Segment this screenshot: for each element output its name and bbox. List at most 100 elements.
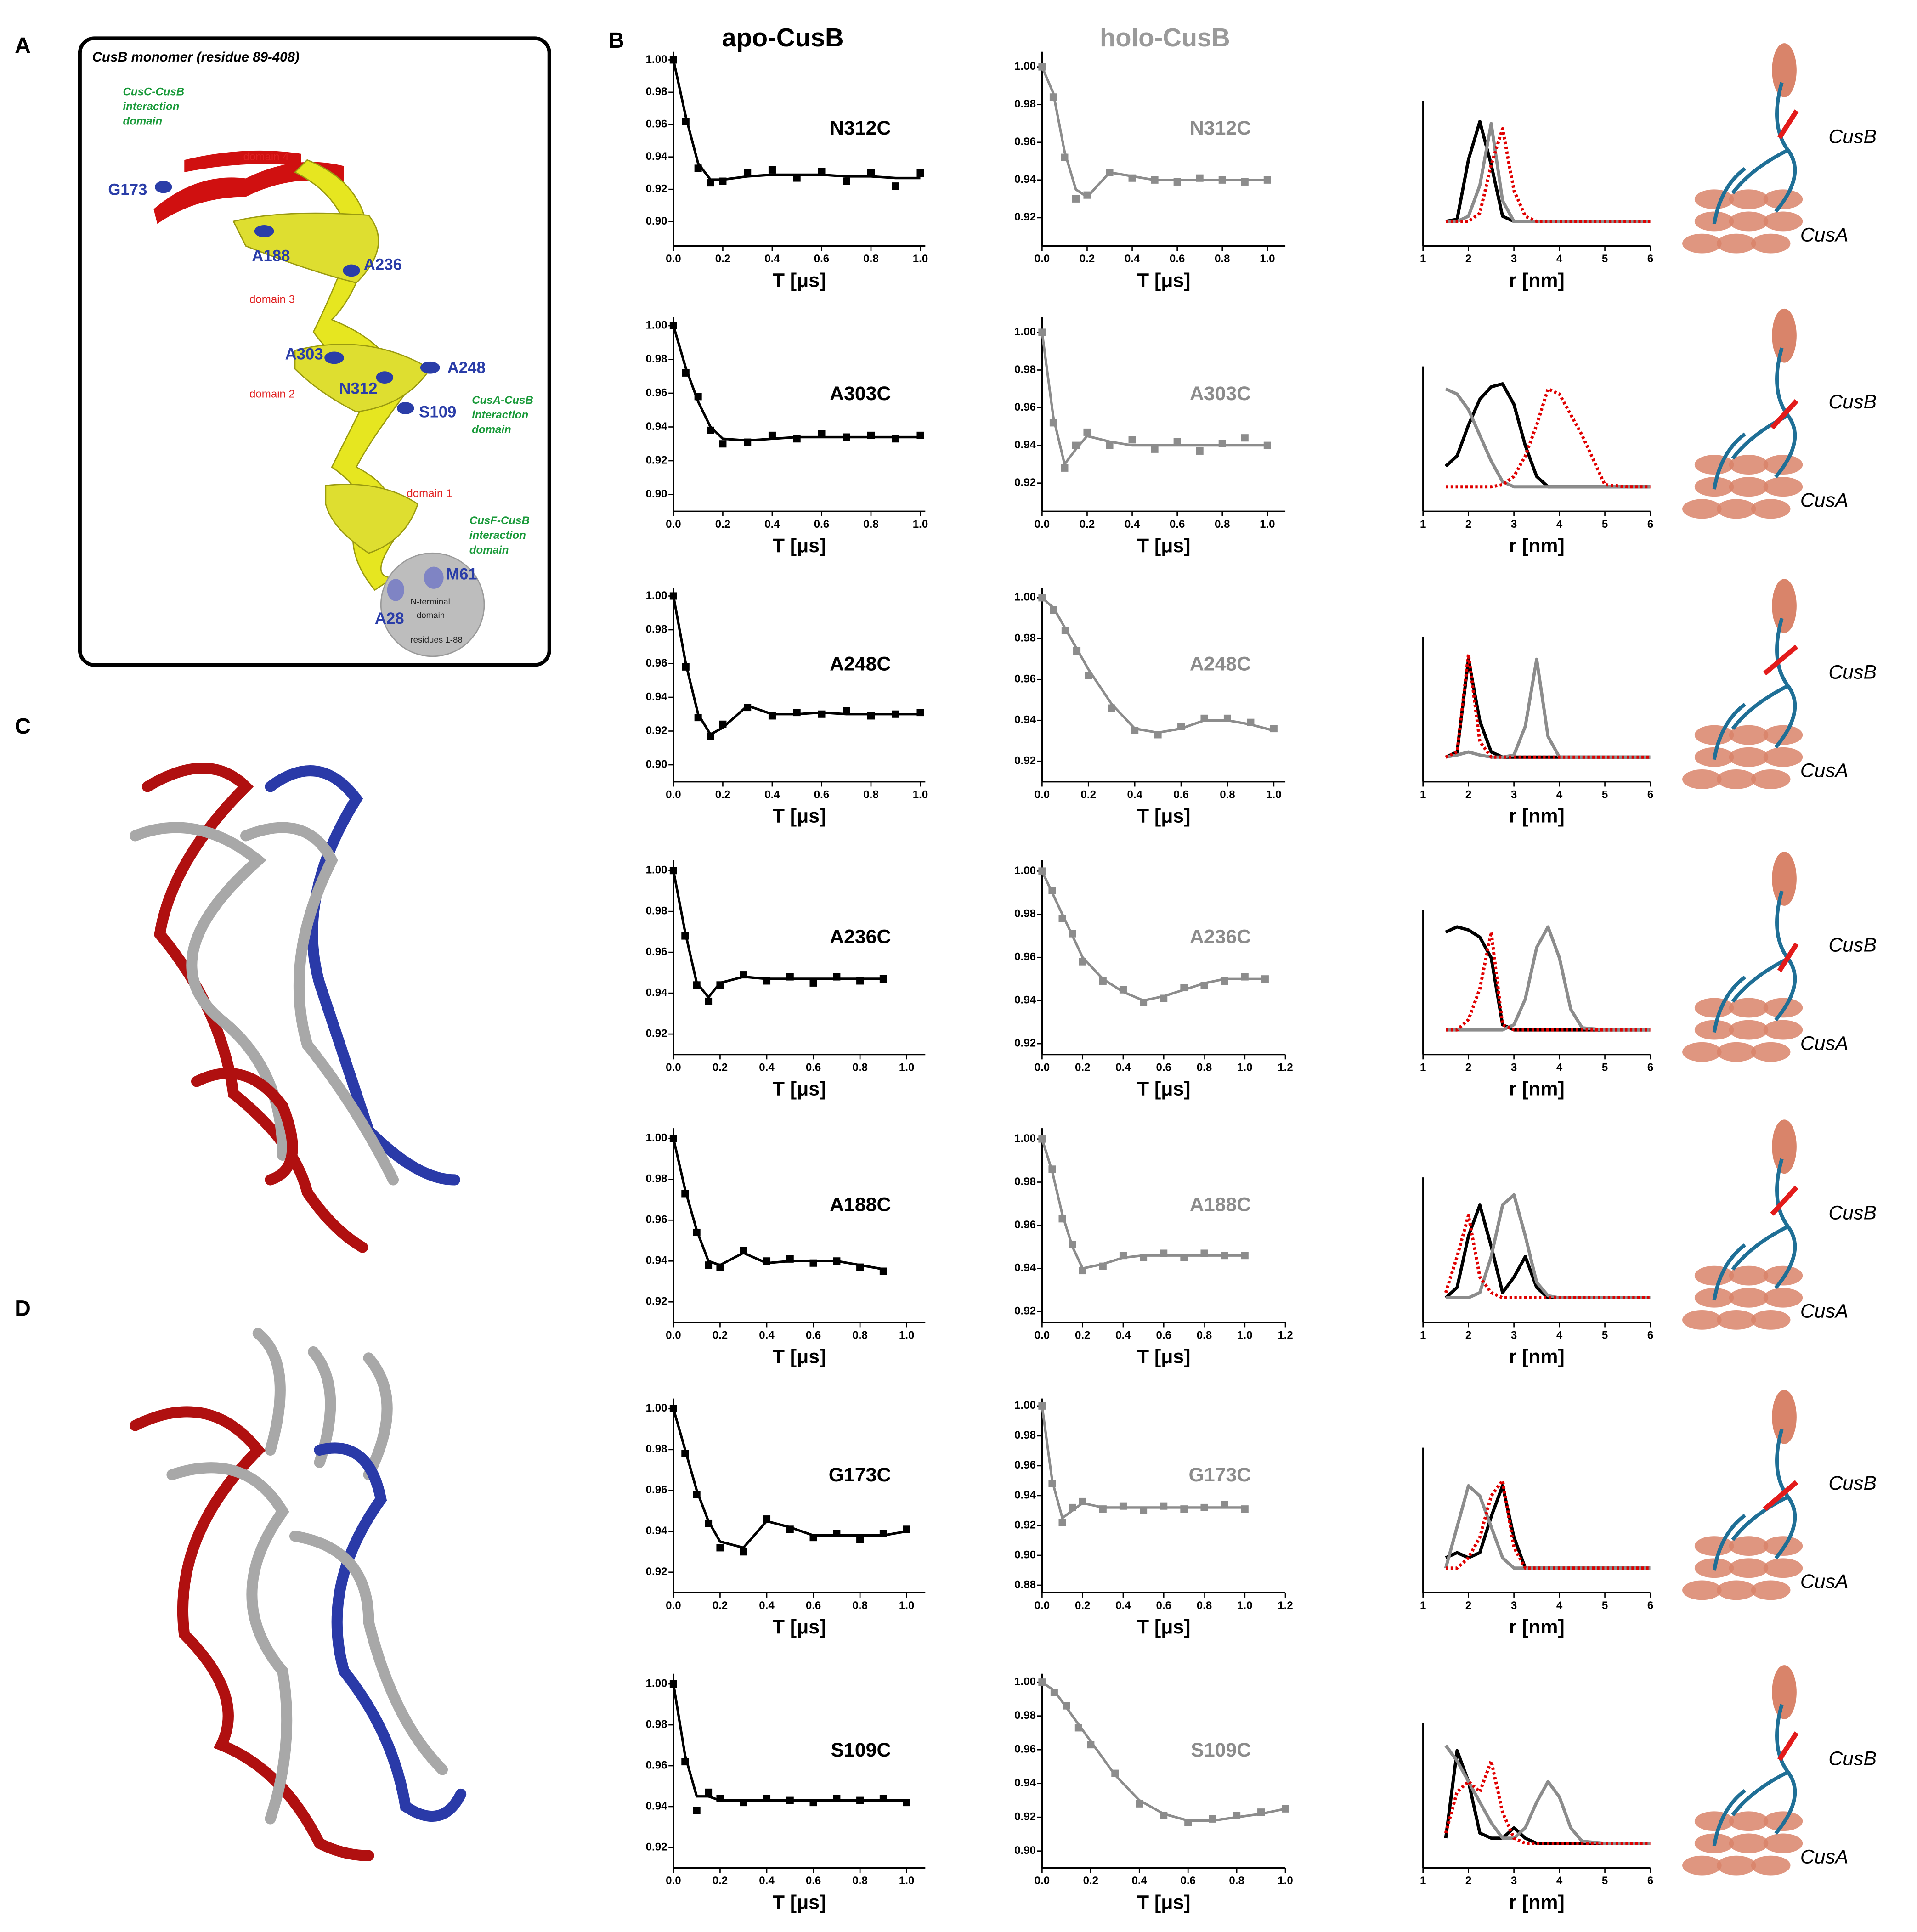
x-tick-label: 0.0 <box>1035 1329 1050 1342</box>
protein-label: CusB <box>1828 661 1877 684</box>
residue-label: A28 <box>375 610 404 627</box>
strand <box>1712 347 1797 490</box>
x-axis-label: T [μs] <box>1137 1891 1191 1913</box>
helix-blob <box>1751 1310 1791 1330</box>
helix-blob <box>1763 747 1803 767</box>
y-tick-label: 0.94 <box>1014 994 1036 1006</box>
y-tick-label: 0.94 <box>1014 714 1036 726</box>
helix-blob <box>1763 1833 1803 1853</box>
helix-blob <box>1716 499 1756 519</box>
x-tick-label: 0.6 <box>1156 1329 1171 1342</box>
x-tick-label: 0.2 <box>1080 253 1095 265</box>
x-tick-label: 2 <box>1465 518 1471 531</box>
x-tick-label: 2 <box>1465 789 1471 801</box>
x-tick-label: 4 <box>1556 789 1563 801</box>
x-tick-label: 5 <box>1602 253 1608 265</box>
plot: 1 2 3 4 5 6 r [nm] <box>1420 1447 1653 1638</box>
y-tick-label: 1.00 <box>1014 1399 1036 1412</box>
x-tick-label: 0.8 <box>863 518 878 531</box>
protein-label: CusB <box>1828 1747 1877 1769</box>
y-tick-label: 0.94 <box>1014 1262 1036 1274</box>
x-tick-label: 1 <box>1420 1061 1426 1073</box>
protein-label: CusA <box>1800 489 1849 511</box>
x-tick-label: 1.2 <box>1278 1599 1293 1612</box>
helix-blob <box>1751 499 1791 519</box>
helix-blob <box>1772 308 1797 363</box>
x-tick-label: 0.4 <box>1125 518 1140 531</box>
data-point <box>705 997 713 1005</box>
helix-blob <box>1729 1536 1769 1556</box>
sample-label: A236C <box>830 926 891 948</box>
x-tick-label: 0.2 <box>1081 789 1096 801</box>
sample-label: S109C <box>831 1739 891 1761</box>
plot: 0.0 0.2 0.4 0.6 0.8 1.0 1.2 0.88 0.90 0.92 0.94 0.9… <box>1014 1398 1293 1638</box>
distance-curve <box>1444 1214 1651 1299</box>
structure: CusB CusA <box>1682 1119 1877 1330</box>
y-tick-label: 0.92 <box>1014 1305 1036 1317</box>
distance-arrow <box>1777 1731 1799 1761</box>
x-axis-label: r [nm] <box>1509 1078 1564 1100</box>
helix-blob <box>1772 1665 1797 1719</box>
helix-blob <box>1694 1536 1734 1556</box>
y-tick-label: 1.00 <box>646 864 667 876</box>
strand <box>1712 1158 1797 1301</box>
panel-label: D <box>15 1296 31 1321</box>
residue-label: G173 <box>108 181 147 198</box>
interaction-label: CusF-CusB <box>469 514 530 527</box>
x-tick-label: 0.2 <box>1083 1875 1098 1887</box>
plot: 1 2 3 4 5 6 r [nm] <box>1420 1177 1653 1368</box>
helix-blob <box>1729 1265 1769 1286</box>
x-tick-label: 0.0 <box>666 253 681 265</box>
helix-blob <box>1751 233 1791 254</box>
y-tick-label: 0.94 <box>646 690 667 703</box>
helix-blob <box>1772 579 1797 633</box>
y-tick-label: 0.88 <box>1014 1578 1036 1591</box>
sample-label: A188C <box>830 1193 891 1215</box>
data-point <box>1038 1402 1046 1410</box>
data-point <box>1061 464 1069 472</box>
strand <box>1712 82 1797 224</box>
y-tick-label: 0.98 <box>646 85 667 98</box>
sample-label: G173C <box>1189 1464 1251 1486</box>
ribbon <box>265 765 460 1186</box>
x-tick-label: 0.0 <box>1035 789 1050 801</box>
x-axis-label: T [μs] <box>1137 805 1191 827</box>
x-tick-label: 3 <box>1511 1061 1517 1073</box>
distance-arrow <box>1777 942 1799 972</box>
sample-label: N312C <box>830 117 891 139</box>
plot: 0.0 0.2 0.4 0.6 0.8 1.0 0.92 0.94 0.96 0.98 1.00 T … <box>646 1673 926 1913</box>
y-tick-label: 0.96 <box>646 1759 667 1771</box>
y-tick-label: 0.92 <box>646 1565 667 1578</box>
x-axis-label: T [μs] <box>773 1346 826 1368</box>
x-tick-label: 0.2 <box>715 789 730 801</box>
data-point <box>744 169 752 177</box>
fit-curve <box>1040 1406 1245 1520</box>
ribbon <box>191 1068 298 1186</box>
data-point <box>705 1788 713 1796</box>
panel-d <box>130 1328 467 1861</box>
y-tick-label: 0.90 <box>1014 1844 1036 1857</box>
panel-label: C <box>15 714 31 739</box>
y-tick-label: 0.94 <box>1014 173 1036 186</box>
plot: 0.0 0.2 0.4 0.6 0.8 1.0 0.92 0.94 0.96 0.98 1.00 T … <box>1014 588 1286 827</box>
y-tick-label: 0.96 <box>646 386 667 399</box>
plot: 0.0 0.2 0.4 0.6 0.8 1.0 0.90 0.92 0.94 0.96 0.98 1.… <box>646 588 928 827</box>
panel-c <box>130 763 460 1253</box>
y-tick-label: 0.98 <box>1014 98 1036 110</box>
x-tick-label: 2 <box>1465 1329 1471 1342</box>
y-tick-label: 0.96 <box>646 946 667 958</box>
plot: 1 2 3 4 5 6 r [nm] <box>1420 637 1653 827</box>
y-tick-label: 0.92 <box>1014 1519 1036 1531</box>
column-title: apo-CusB <box>722 23 843 52</box>
distance-arrow <box>1763 644 1798 676</box>
x-tick-label: 6 <box>1647 1599 1653 1612</box>
x-tick-label: 0.0 <box>666 1599 681 1612</box>
helix-blob <box>1682 1042 1722 1062</box>
helix-blob <box>1751 1042 1791 1062</box>
x-tick-label: 0.8 <box>1229 1875 1244 1887</box>
helix-blob <box>1729 189 1769 209</box>
helix-blob <box>1694 455 1734 475</box>
helix-blob <box>1682 769 1722 789</box>
fit-curve <box>1040 870 1265 1002</box>
